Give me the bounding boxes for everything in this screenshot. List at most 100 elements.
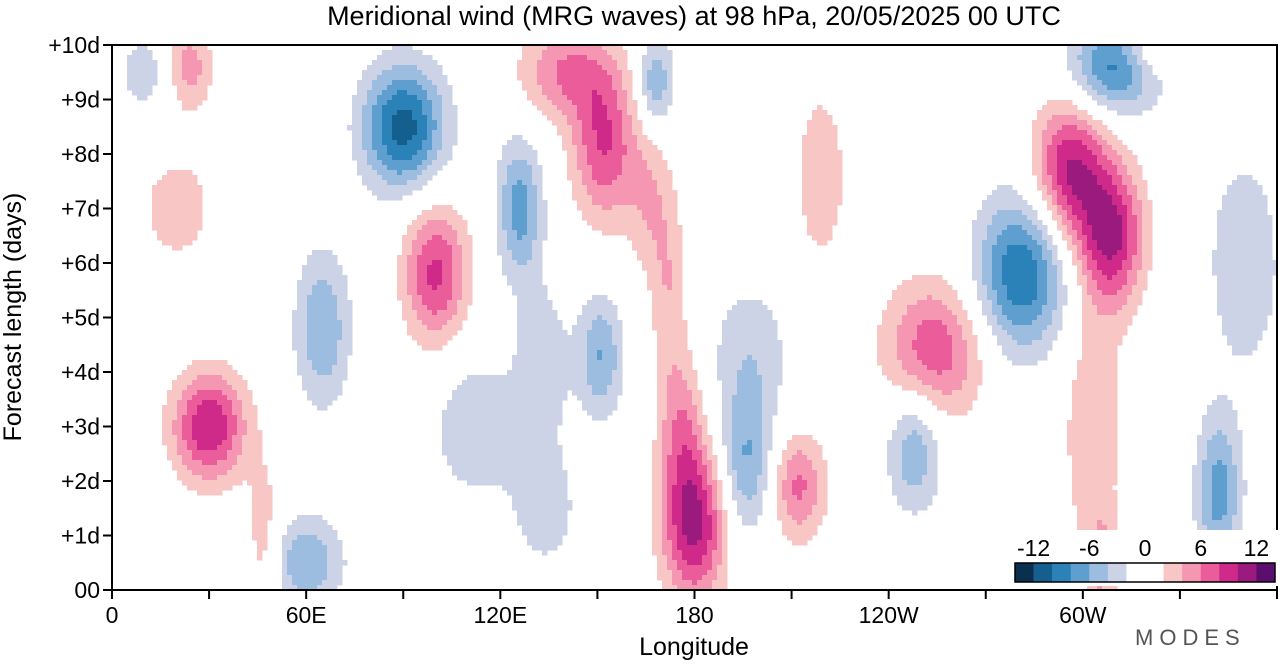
field-cell — [1117, 105, 1123, 111]
field-cell — [617, 330, 623, 336]
field-cell — [1102, 55, 1108, 61]
field-cell — [517, 195, 523, 201]
field-cell — [432, 210, 438, 216]
field-cell — [657, 220, 663, 226]
field-cell — [1082, 290, 1088, 296]
field-cell — [922, 320, 928, 326]
field-cell — [372, 105, 378, 111]
field-cell — [1112, 80, 1118, 86]
field-cell — [532, 170, 538, 176]
field-cell — [907, 335, 913, 341]
field-cell — [447, 90, 453, 96]
field-cell — [1242, 305, 1248, 311]
field-cell — [1002, 280, 1008, 286]
field-cell — [452, 275, 458, 281]
field-cell — [542, 80, 548, 86]
field-cell — [1127, 150, 1133, 156]
field-cell — [577, 135, 583, 141]
field-cell — [627, 215, 633, 221]
field-cell — [1057, 285, 1063, 291]
field-cell — [617, 325, 623, 331]
field-cell — [972, 340, 978, 346]
field-cell — [1112, 335, 1118, 341]
field-cell — [192, 210, 198, 216]
field-cell — [1082, 190, 1088, 196]
field-cell — [1102, 225, 1108, 231]
field-cell — [387, 80, 393, 86]
field-cell — [462, 315, 468, 321]
field-cell — [572, 340, 578, 346]
field-cell — [1067, 120, 1073, 126]
field-cell — [142, 70, 148, 76]
field-cell — [562, 95, 568, 101]
field-cell — [1037, 235, 1043, 241]
field-cell — [1047, 290, 1053, 296]
field-cell — [437, 165, 443, 171]
field-cell — [382, 55, 388, 61]
field-cell — [652, 180, 658, 186]
field-cell — [662, 305, 668, 311]
field-cell — [667, 80, 673, 86]
field-cell — [1037, 220, 1043, 226]
field-cell — [412, 245, 418, 251]
field-cell — [192, 195, 198, 201]
field-cell — [542, 315, 548, 321]
field-cell — [662, 75, 668, 81]
field-cell — [1117, 50, 1123, 56]
field-cell — [667, 85, 673, 91]
field-cell — [992, 220, 998, 226]
field-cell — [387, 180, 393, 186]
field-cell — [1067, 190, 1073, 196]
field-cell — [457, 295, 463, 301]
field-cell — [1107, 45, 1113, 51]
field-cell — [637, 185, 643, 191]
field-cell — [672, 275, 678, 281]
field-cell — [187, 210, 193, 216]
field-cell — [602, 155, 608, 161]
field-cell — [382, 110, 388, 116]
field-cell — [522, 240, 528, 246]
field-cell — [162, 225, 168, 231]
field-cell — [1257, 235, 1263, 241]
field-cell — [312, 320, 318, 326]
field-cell — [1142, 70, 1148, 76]
field-cell — [402, 180, 408, 186]
field-cell — [317, 305, 323, 311]
field-cell — [422, 265, 428, 271]
field-cell — [522, 280, 528, 286]
field-cell — [587, 100, 593, 106]
field-cell — [1087, 130, 1093, 136]
field-cell — [827, 150, 833, 156]
field-cell — [452, 290, 458, 296]
field-cell — [1087, 305, 1093, 311]
field-cell — [1047, 120, 1053, 126]
field-cell — [312, 260, 318, 266]
field-cell — [527, 70, 533, 76]
field-cell — [362, 75, 368, 81]
field-cell — [1057, 120, 1063, 126]
field-cell — [127, 85, 133, 91]
field-cell — [382, 180, 388, 186]
field-cell — [922, 290, 928, 296]
field-cell — [432, 265, 438, 271]
field-cell — [1037, 240, 1043, 246]
field-cell — [1122, 215, 1128, 221]
field-cell — [382, 65, 388, 71]
field-cell — [1267, 280, 1273, 286]
field-cell — [942, 310, 948, 316]
field-cell — [317, 265, 323, 271]
field-cell — [652, 215, 658, 221]
field-cell — [1142, 270, 1148, 276]
field-cell — [137, 90, 143, 96]
field-cell — [1142, 85, 1148, 91]
field-cell — [1252, 230, 1258, 236]
field-cell — [352, 140, 358, 146]
field-cell — [182, 45, 188, 51]
field-cell — [1042, 310, 1048, 316]
field-cell — [382, 70, 388, 76]
field-cell — [1232, 230, 1238, 236]
field-cell — [187, 100, 193, 106]
field-cell — [522, 45, 528, 51]
field-cell — [182, 200, 188, 206]
field-cell — [1227, 185, 1233, 191]
